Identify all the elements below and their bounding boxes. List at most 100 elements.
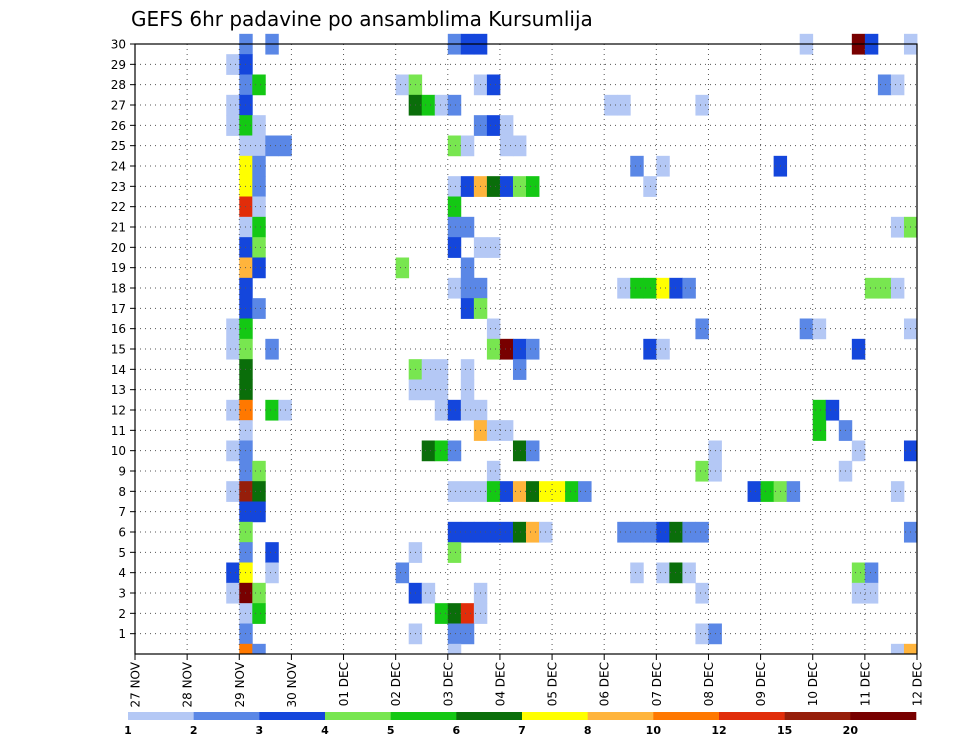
y-tick-label: 5 [118,546,126,560]
y-tick-label: 4 [118,566,126,580]
precip-cell [864,562,879,584]
precip-cell [656,521,670,543]
precip-cell [526,176,540,197]
precip-cell [434,603,449,624]
y-tick-label: 29 [111,58,126,72]
precip-cell [252,196,266,218]
precip-cell [682,277,696,299]
precip-cell [812,318,827,340]
colorbar-label: 3 [256,724,264,737]
y-tick-label: 16 [111,322,126,336]
colorbar-swatch [850,712,917,720]
x-tick-label: 10 DEC [806,662,820,706]
colorbar-label: 15 [777,724,792,737]
precip-cell [226,338,240,360]
precip-cell [760,481,775,502]
precip-cell [682,521,696,543]
precip-cell [812,399,827,421]
y-tick-label: 14 [111,363,126,377]
y-tick-label: 15 [111,343,126,357]
y-tick-label: 2 [118,607,126,621]
precip-cell [226,582,240,604]
colorbar-label: 6 [453,724,461,737]
precip-cell [421,582,436,604]
precip-cell [252,460,266,482]
y-tick-label: 30 [111,38,126,52]
y-tick-label: 28 [111,78,126,92]
precip-cell [226,115,240,136]
precip-cell [747,481,761,502]
precip-cell [252,237,266,258]
precip-cell [682,562,696,584]
precip-cell [486,74,501,96]
precip-cell [434,94,449,116]
y-tick-label: 26 [111,119,126,133]
precip-cell [695,94,709,116]
colorbar-swatch [653,712,720,720]
precip-cell [890,74,905,96]
grid-lines [135,44,917,654]
precip-cell [421,440,436,462]
colorbar-swatch [128,712,194,720]
precip-cell [460,176,475,197]
precip-cell [486,420,501,441]
precip-cell [695,521,709,543]
x-axis-ticks: 27 NOV 28 NOV 29 NOV 30 NOV 01 DEC 02 DEC 03 D… [129,654,925,708]
precip-cell [512,135,527,157]
chart-title: GEFS 6hr padavine po ansamblima Kursumli… [131,7,593,31]
colorbar-label: 1 [124,724,132,737]
precip-cell [812,420,827,441]
precip-cell [499,338,514,360]
precip-cell [226,94,240,116]
y-tick-label: 3 [118,587,126,601]
x-tick-label: 03 DEC [441,662,455,706]
precip-cell [226,440,240,462]
precip-cell [499,481,514,502]
precip-cell [226,54,240,75]
precip-cell [877,74,892,96]
precip-cell [578,481,592,502]
precip-cell [395,74,410,96]
precip-cell [669,562,683,584]
y-tick-label: 6 [118,526,126,540]
precip-cell [460,257,475,279]
precip-cell [226,318,240,340]
precip-cell [512,176,527,197]
colorbar-swatch [719,712,785,720]
precip-cell [252,603,266,624]
y-axis-ticks: 1234567891011121314151617181920212223242… [111,38,135,641]
y-tick-label: 7 [118,505,126,519]
precip-cell [460,399,475,421]
y-tick-label: 20 [111,241,126,255]
precip-cell [447,481,462,502]
precip-cell [265,542,279,563]
precip-cell [252,501,266,523]
precip-cell [486,318,501,340]
x-tick-label: 27 NOV [129,661,143,707]
precip-cell [252,155,266,177]
colorbar-label: 7 [518,724,526,737]
precip-cell [526,521,540,543]
x-tick-label: 02 DEC [389,662,403,706]
precip-cell [434,440,449,462]
precip-cell [695,623,709,645]
precip-cell [252,298,266,319]
precip-cell [512,521,527,543]
precip-cell [486,115,501,136]
colorbar-swatch [522,712,588,720]
precip-cell [447,216,462,238]
precip-cell [656,155,670,177]
precip-cell [695,582,709,604]
precip-cell [460,481,475,502]
precip-cell [486,521,501,543]
y-tick-label: 21 [111,221,126,235]
precip-cell [265,399,279,421]
precip-cell [786,481,801,502]
precip-cell [656,562,670,584]
x-tick-label: 30 NOV [285,661,299,707]
precip-cell [512,440,527,462]
precip-cell [434,359,449,380]
precip-cell [695,318,709,340]
colorbar-swatch [784,712,851,720]
precip-cell [486,237,501,258]
